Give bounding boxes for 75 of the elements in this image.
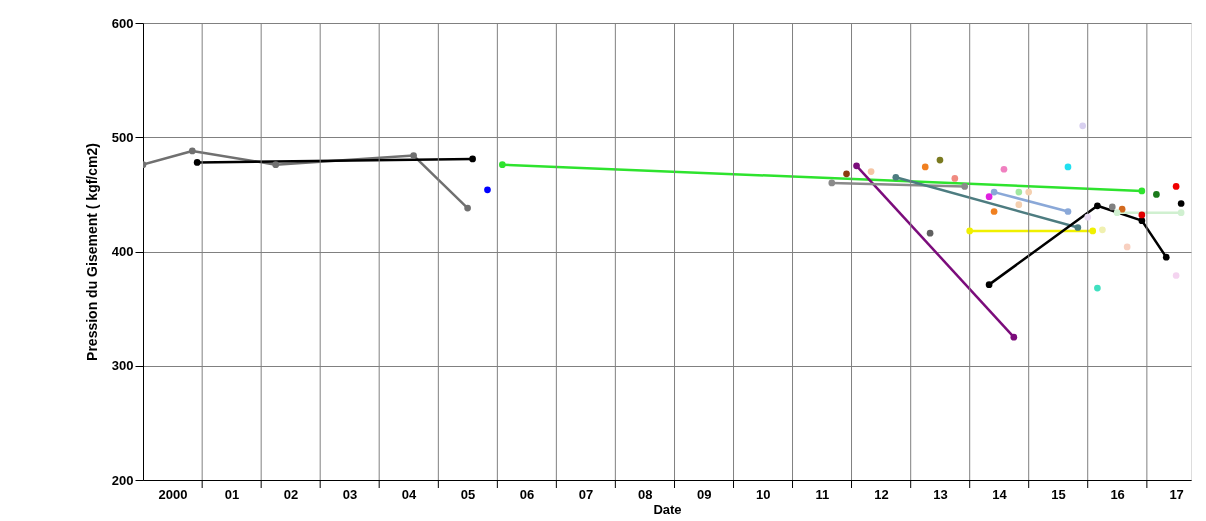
point bbox=[1010, 333, 1018, 341]
point bbox=[1099, 226, 1106, 234]
x-tick-label: 04 bbox=[401, 486, 418, 502]
point bbox=[1123, 243, 1131, 251]
point bbox=[1153, 191, 1160, 198]
y-tick-label: 200 bbox=[111, 472, 134, 488]
point bbox=[1025, 188, 1033, 196]
point bbox=[867, 168, 875, 175]
x-tick-label: 12 bbox=[874, 486, 889, 502]
point bbox=[1108, 203, 1116, 211]
point bbox=[188, 147, 196, 155]
x-tick-label: 09 bbox=[697, 486, 712, 502]
x-tick-label: 2000 bbox=[158, 486, 188, 502]
point bbox=[936, 156, 944, 164]
point bbox=[843, 170, 850, 178]
y-tick-label: 300 bbox=[111, 358, 134, 374]
y-tick-label: 400 bbox=[111, 244, 134, 259]
point bbox=[1138, 217, 1146, 224]
point bbox=[926, 229, 934, 237]
point bbox=[1138, 187, 1146, 195]
point bbox=[1079, 122, 1087, 130]
point bbox=[1113, 209, 1121, 216]
point bbox=[1172, 183, 1180, 190]
point bbox=[469, 155, 476, 163]
point bbox=[1177, 200, 1185, 207]
point bbox=[892, 173, 900, 181]
point bbox=[1094, 202, 1101, 210]
point bbox=[951, 175, 959, 182]
point bbox=[990, 188, 998, 196]
point bbox=[464, 204, 471, 212]
x-tick-label: 10 bbox=[756, 486, 771, 502]
point bbox=[1015, 201, 1023, 208]
x-tick-label: 05 bbox=[460, 486, 476, 502]
point bbox=[828, 179, 836, 187]
x-tick-label: 13 bbox=[933, 486, 948, 502]
point bbox=[499, 161, 506, 169]
point bbox=[961, 183, 969, 190]
point bbox=[966, 227, 974, 235]
point bbox=[1177, 209, 1185, 216]
x-tick-label: 17 bbox=[1169, 486, 1184, 502]
x-tick-label: 01 bbox=[224, 486, 240, 502]
point bbox=[1074, 224, 1082, 231]
point bbox=[1084, 213, 1092, 221]
x-tick-label: 15 bbox=[1051, 486, 1066, 502]
point bbox=[1000, 165, 1008, 173]
point bbox=[985, 281, 993, 288]
x-tick-label: 03 bbox=[342, 486, 358, 502]
point bbox=[1118, 205, 1126, 213]
y-axis-title: Pression du Gisement ( kgf/cm2) bbox=[83, 143, 100, 361]
point bbox=[1064, 208, 1072, 215]
point bbox=[410, 152, 417, 159]
point bbox=[853, 162, 860, 170]
point bbox=[193, 159, 201, 166]
point bbox=[1015, 188, 1023, 196]
y-tick-label: 500 bbox=[111, 129, 134, 145]
point bbox=[1094, 284, 1101, 292]
point bbox=[1162, 253, 1170, 261]
x-tick-label: 02 bbox=[283, 486, 299, 502]
point bbox=[921, 163, 929, 171]
point bbox=[990, 208, 998, 215]
x-tick-label: 11 bbox=[815, 486, 830, 502]
x-tick-label: 14 bbox=[992, 486, 1008, 502]
point bbox=[985, 193, 993, 201]
point bbox=[272, 161, 280, 169]
point bbox=[484, 186, 491, 194]
point bbox=[1064, 163, 1072, 171]
x-tick-label: 08 bbox=[638, 486, 653, 502]
point bbox=[1172, 272, 1180, 279]
x-tick-label: 16 bbox=[1110, 486, 1125, 502]
point bbox=[1089, 227, 1097, 235]
x-axis-title: Date bbox=[653, 501, 682, 517]
x-tick-label: 06 bbox=[519, 486, 535, 502]
point bbox=[1138, 211, 1146, 219]
y-tick-label: 600 bbox=[111, 15, 134, 31]
x-tick-label: 07 bbox=[578, 486, 594, 502]
